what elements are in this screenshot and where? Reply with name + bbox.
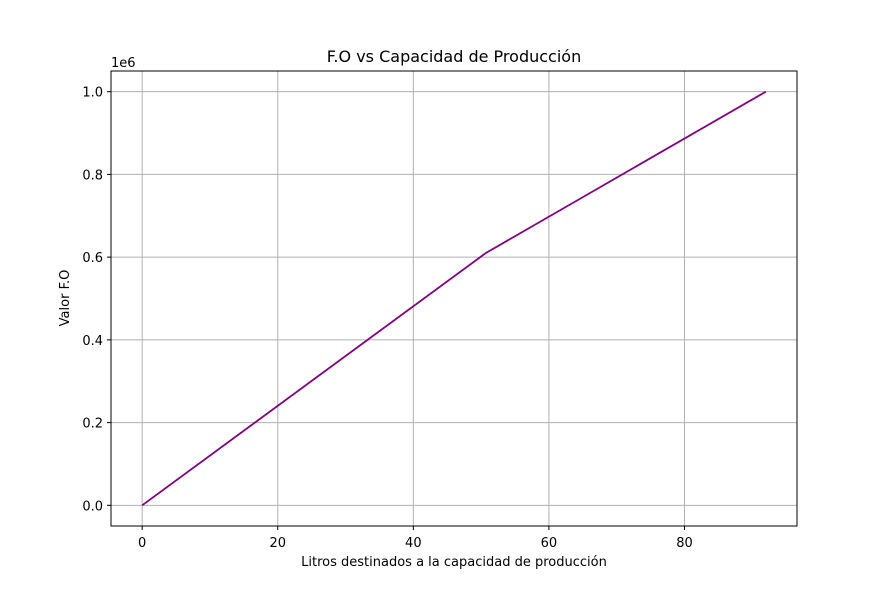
series-line	[141, 90, 767, 507]
y-axis-offset-label: 1e6	[111, 56, 136, 71]
series-layer	[141, 90, 767, 507]
x-axis-label: Litros destinados a la capacidad de prod…	[301, 555, 607, 570]
y-tick-label: 0.2	[82, 417, 103, 432]
x-tick-label: 80	[676, 536, 693, 551]
y-tick-label: 0.8	[82, 168, 103, 183]
y-axis-label: Valor F.O	[58, 270, 73, 327]
y-tick-label: 0.4	[82, 334, 103, 349]
y-tick-label: 0.0	[82, 499, 103, 514]
x-tick-label: 60	[541, 536, 558, 551]
y-tick-label: 0.6	[82, 251, 103, 266]
x-tick-label: 20	[269, 536, 286, 551]
grid	[111, 71, 797, 526]
x-tick-label: 0	[138, 536, 146, 551]
plot-frame	[110, 70, 798, 527]
x-axis: 0 20 40 60 80	[138, 526, 693, 551]
y-axis: 0.0 0.2 0.4 0.6 0.8 1.0	[82, 86, 111, 514]
chart-title: F.O vs Capacidad de Producción	[327, 47, 581, 66]
y-tick-label: 1.0	[82, 86, 103, 101]
x-tick-label: 40	[405, 536, 422, 551]
